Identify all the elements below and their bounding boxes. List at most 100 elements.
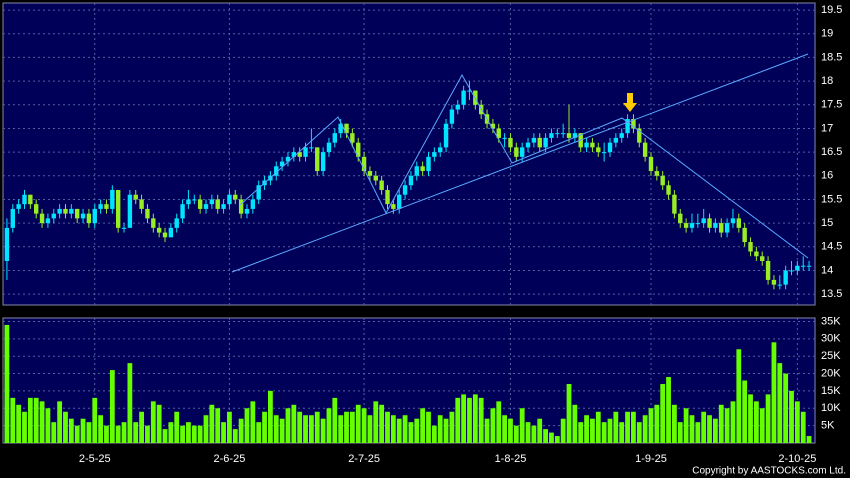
volume-bar <box>689 415 695 443</box>
candle-body <box>426 156 431 172</box>
x-tick-label: 1-8-25 <box>495 453 527 465</box>
volume-bar <box>320 418 326 443</box>
volume-bar <box>800 411 806 443</box>
candle-body <box>789 270 794 272</box>
candle-body <box>795 265 800 271</box>
volume-bar <box>86 422 92 443</box>
candle-body <box>549 133 554 138</box>
volume-bar <box>27 397 33 443</box>
volume-bar <box>437 415 443 443</box>
candle-body <box>748 242 753 252</box>
candle-body <box>291 152 297 157</box>
candle-body <box>209 199 215 205</box>
volume-bar <box>33 397 39 443</box>
candle-body <box>408 175 414 186</box>
y-tick-label: 16 <box>821 170 833 182</box>
volume-bar <box>74 425 80 443</box>
candle-body <box>730 218 736 224</box>
volume-bar <box>496 401 502 443</box>
arrow <box>623 93 637 112</box>
candle-body <box>631 118 636 129</box>
volume-bar <box>783 373 789 443</box>
candle-body <box>560 133 566 135</box>
candle-body <box>719 223 724 233</box>
volume-bar <box>625 411 630 443</box>
volume-bar <box>4 324 10 443</box>
volume-bar <box>672 404 677 443</box>
volume-bar <box>221 422 226 443</box>
y-tick-label: 15 <box>821 217 833 229</box>
volume-bar <box>771 342 777 443</box>
volume-bar <box>537 418 543 443</box>
volume-bar <box>543 429 548 443</box>
candle-body <box>519 147 525 157</box>
candle-body <box>51 213 56 219</box>
x-tick-label: 2-5-25 <box>79 453 111 465</box>
volume-bar <box>660 383 666 443</box>
candle-body <box>45 218 51 224</box>
volume-bar <box>279 418 285 443</box>
candle-body <box>689 223 695 228</box>
candle-body <box>625 118 630 134</box>
volume-bar <box>326 408 332 443</box>
candle-body <box>69 208 74 214</box>
volume-tick-label: 25K <box>821 350 841 362</box>
volume-bar <box>45 408 51 443</box>
candle-body <box>601 152 607 154</box>
y-tick-label: 19.5 <box>821 4 842 16</box>
candle-body <box>127 194 133 228</box>
candle-body <box>443 123 449 148</box>
volume-bar <box>98 415 104 443</box>
volume-bar <box>683 408 689 443</box>
candle-body <box>221 204 226 209</box>
volume-bar <box>461 394 467 443</box>
volume-bar <box>806 436 812 443</box>
candle-body <box>508 137 513 148</box>
candle-body <box>531 137 537 143</box>
candle-body <box>22 194 27 205</box>
candle-body <box>537 137 542 148</box>
candle-body <box>361 156 367 172</box>
candle-body <box>701 218 706 224</box>
volume-bar <box>712 418 718 443</box>
volume-bar <box>724 408 730 443</box>
volume-bar <box>426 411 431 443</box>
candle-body <box>203 204 209 209</box>
candle-body <box>607 142 613 153</box>
volume-bar <box>203 415 209 443</box>
volume-bar <box>478 397 484 443</box>
volume-bar <box>238 418 244 443</box>
y-tick-label: 14.5 <box>821 241 842 253</box>
volume-bar <box>601 422 607 443</box>
volume-bar <box>57 401 63 443</box>
volume-tick-label: 20K <box>821 367 841 379</box>
volume-bar <box>467 397 472 443</box>
candle-body <box>771 279 777 285</box>
volume-bar <box>162 429 168 443</box>
volume-bar <box>549 432 554 443</box>
x-tick-label: 1-9-25 <box>635 453 667 465</box>
volume-bar <box>250 401 256 443</box>
candle-body <box>285 156 291 162</box>
volume-bar <box>701 411 707 443</box>
candle-body <box>713 223 718 228</box>
volume-bar <box>273 415 279 443</box>
y-tick-label: 13.5 <box>821 288 842 300</box>
volume-bar <box>174 411 180 443</box>
candle-body <box>678 213 683 224</box>
volume-bar <box>707 415 712 443</box>
candle-body <box>238 199 244 214</box>
volume-bar <box>613 411 619 443</box>
volume-bar <box>595 411 601 443</box>
volume-bar <box>63 411 68 443</box>
candle-body <box>555 133 560 135</box>
volume-tick-label: 15K <box>821 385 841 397</box>
volume-bar <box>244 408 250 443</box>
volume-bar <box>197 425 203 443</box>
candle-body <box>683 223 689 228</box>
candle-body <box>74 208 80 219</box>
candle-body <box>320 152 326 172</box>
candle-body <box>332 133 338 143</box>
volume-bar <box>209 404 215 443</box>
